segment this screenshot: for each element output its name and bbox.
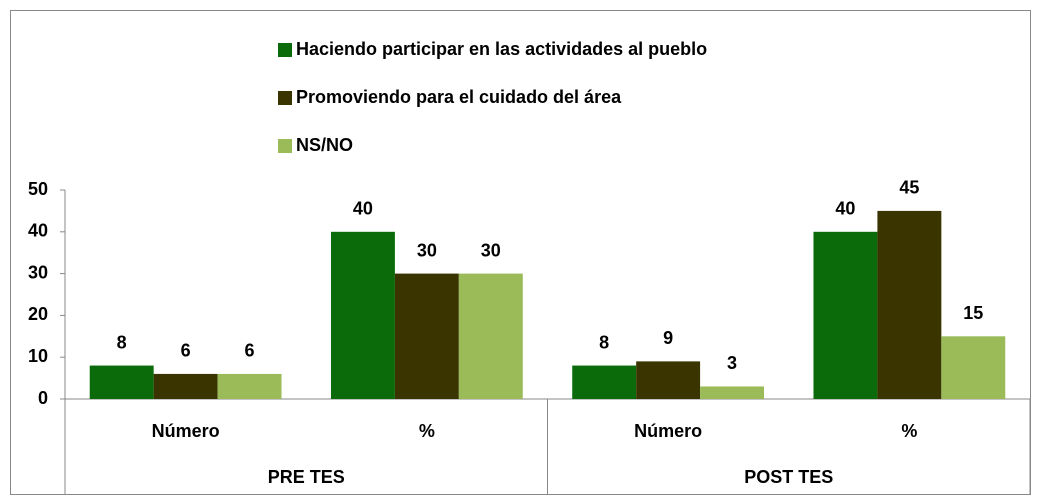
- group-label: POST TES: [744, 467, 833, 487]
- bar: [153, 373, 218, 399]
- x-tick-label: Número: [634, 421, 702, 441]
- data-label: 40: [353, 199, 373, 219]
- bar: [89, 365, 154, 399]
- data-label: 9: [663, 328, 673, 348]
- x-tick-label: %: [419, 421, 435, 441]
- data-label: 3: [727, 353, 737, 373]
- data-label: 6: [181, 341, 191, 361]
- legend-label: Promoviendo para el cuidado del área: [296, 87, 622, 107]
- data-label: 8: [599, 332, 609, 352]
- data-label: 30: [481, 240, 501, 260]
- y-tick-label: 0: [38, 388, 48, 408]
- x-tick-label: Número: [152, 421, 220, 441]
- data-label: 8: [117, 332, 127, 352]
- data-label: 6: [245, 341, 255, 361]
- y-tick-label: 50: [28, 179, 48, 199]
- y-tick-label: 40: [28, 221, 48, 241]
- data-label: 15: [963, 303, 983, 323]
- legend-label: NS/NO: [296, 135, 353, 155]
- legend-label: Haciendo participar en las actividades a…: [296, 39, 707, 59]
- bar: [217, 373, 282, 399]
- x-tick-label: %: [901, 421, 917, 441]
- data-label: 30: [417, 240, 437, 260]
- bar: [941, 336, 1006, 399]
- bar: [330, 231, 395, 399]
- legend-swatch: [278, 43, 292, 57]
- y-tick-label: 10: [28, 346, 48, 366]
- bar: [636, 361, 701, 399]
- bar: [458, 273, 523, 399]
- bar: [700, 386, 765, 399]
- bar: [572, 365, 637, 399]
- legend-swatch: [278, 91, 292, 105]
- legend-swatch: [278, 139, 292, 153]
- y-tick-label: 30: [28, 262, 48, 282]
- data-label: 40: [835, 199, 855, 219]
- y-tick-label: 20: [28, 304, 48, 324]
- bar: [877, 210, 942, 399]
- bar: [394, 273, 459, 399]
- data-label: 45: [899, 178, 919, 198]
- group-label: PRE TES: [268, 467, 345, 487]
- bar: [813, 231, 878, 399]
